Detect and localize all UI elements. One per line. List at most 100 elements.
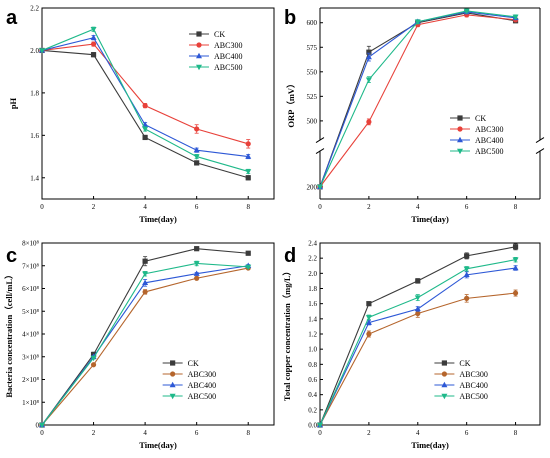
data-point [414,305,421,312]
legend-marker [196,31,202,37]
data-point [90,34,97,40]
data-point [39,422,45,429]
legend-marker [196,52,202,59]
data-point [90,41,97,47]
x-tick-label: 8 [246,203,250,211]
legend-marker [457,126,463,132]
series-line [319,11,516,188]
data-point [365,319,372,325]
chart-panel-d: 0 2 4 6 8 0.0 0.2 0.4 0.6 0.8 1.0 1.2 1.4 1.6 1.8 2.0 2.… [282,240,541,450]
y-tick-label: 550 [307,68,318,76]
x-tick-label: 4 [143,429,147,437]
data-point [245,141,251,147]
y-tick-label: 525 [307,93,318,101]
y-tick-label: 2×10⁸ [22,376,39,384]
panel-letter: a [6,7,18,29]
data-point [245,264,252,271]
y-tick-label: 4×10⁸ [22,331,39,339]
data-point [464,253,470,259]
data-point [366,49,372,55]
legend-marker [169,393,176,400]
series-ABC500 [39,260,252,429]
axis-break-mark [535,148,545,154]
data-point [414,19,421,25]
legend-label: ABC300 [214,41,242,50]
legend-marker [170,371,176,377]
x-tick-label: 8 [246,429,250,437]
legend-label: ABC400 [459,381,487,390]
series-line [41,28,249,172]
data-point [193,261,200,267]
data-point [463,266,470,272]
y-tick-label: 575 [307,44,318,52]
legend-marker [441,371,447,377]
series-ABC400 [39,34,252,160]
x-tick-label: 8 [514,203,518,211]
data-point [365,77,372,83]
data-point [415,310,421,317]
y-tick-label: 1.4 [30,174,39,182]
legend-label: CK [214,30,225,39]
series-ABC300 [39,265,251,428]
x-axis-label: Time(day) [139,214,177,224]
y-tick-label: 2.4 [308,240,317,248]
data-point [90,52,97,58]
x-tick-label: 6 [195,203,199,211]
y-tick-label: 3×10⁸ [22,353,39,361]
y-tick-label: 0 [36,422,40,430]
data-point [193,154,200,160]
y-tick-label: 1.8 [308,285,317,293]
series-CK [317,243,519,428]
series-line [319,10,516,188]
legend-label: ABC500 [475,147,503,156]
data-point [193,146,200,153]
data-point [142,279,149,286]
legend-label: CK [188,359,199,368]
y-tick-label: 0.4 [308,391,317,399]
x-axis-label: Time(day) [411,214,449,224]
legend-marker [196,42,202,48]
y-tick-label: 1.6 [30,132,39,140]
legend: CK ABC300 ABC400 ABC500 [434,359,488,401]
legend-marker [170,360,176,366]
y-tick-label: 0.0 [308,422,317,430]
data-point [142,134,148,141]
data-point [194,160,200,166]
y-tick-label: 1×10⁸ [22,399,39,407]
y-axis-label: pH [8,97,18,109]
y-tick-label: 500 [307,117,318,125]
data-point [142,126,149,133]
legend-label: ABC400 [475,136,503,145]
legend: CK ABC300 ABC400 ABC500 [162,359,216,401]
legend-label: ABC300 [475,125,503,134]
x-tick-label: 4 [416,429,420,437]
x-tick-label: 6 [195,429,199,437]
data-point [194,275,200,281]
series-ABC500 [39,26,252,175]
legend-label: ABC500 [188,392,216,401]
series-line [319,12,516,188]
legend-label: ABC500 [214,63,242,72]
data-point [366,301,372,307]
x-tick-label: 4 [143,203,147,211]
x-tick-label: 2 [367,429,371,437]
chart-panel-c: 0 2 4 6 8 0 1×10⁸ 2×10⁸ 3×10⁸ 4×10⁸ 5×10⁸ 6×10⁸ 7×10… [4,240,275,450]
data-point [142,289,148,295]
legend: CK ABC300 ABC400 ABC500 [450,114,503,156]
data-point [512,14,519,21]
panel-letter: c [6,245,17,267]
y-tick-label: 5×10⁸ [22,308,39,316]
data-point [194,246,200,252]
data-point [512,244,519,250]
y-tick-label: 2.2 [30,5,39,13]
legend-marker [457,136,463,143]
data-point [39,48,45,54]
data-point [245,175,251,181]
data-point [366,119,372,125]
series-ABC400 [39,262,252,428]
legend-marker [196,64,202,71]
data-point [415,278,421,284]
y-tick-label: 200 [307,183,318,191]
x-tick-label: 2 [92,429,96,437]
